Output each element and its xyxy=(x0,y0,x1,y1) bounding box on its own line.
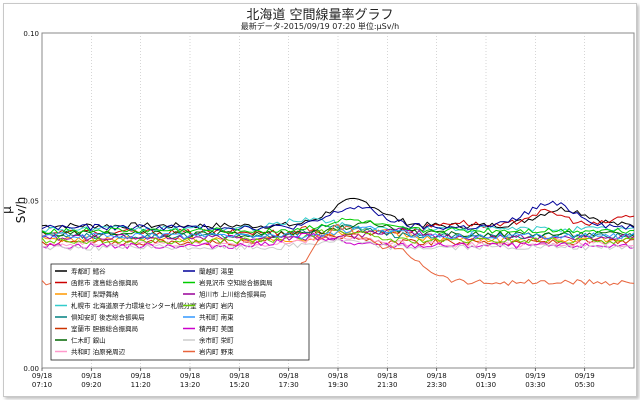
x-tick-label-date: 09/18 xyxy=(377,372,397,380)
series-line xyxy=(41,217,635,235)
x-tick-label-time: 09:20 xyxy=(81,381,101,389)
x-tick-label-date: 09/18 xyxy=(180,372,200,380)
legend-label: 余市町 栄町 xyxy=(199,336,234,345)
legend-label: 共和町 泊原発周辺 xyxy=(71,347,126,356)
x-tick-label-date: 09/18 xyxy=(32,372,52,380)
series-line xyxy=(42,237,635,252)
x-tick-label-date: 09/18 xyxy=(279,372,299,380)
legend-label: 岩内町 野束 xyxy=(199,347,234,356)
legend-label: 室蘭市 胆振総合振興局 xyxy=(71,324,138,333)
legend-label: 共和町 梨野舞納 xyxy=(71,290,119,299)
x-tick-label-date: 09/18 xyxy=(131,372,151,380)
y-tick-label: 0.10 xyxy=(23,30,39,38)
series-line xyxy=(41,200,635,232)
x-tick-label-time: 11:20 xyxy=(131,381,151,389)
legend-label: 倶知安町 後志総合振興局 xyxy=(71,313,145,322)
legend-label: 寿都町 鱈谷 xyxy=(71,267,106,276)
legend-label: 岩内町 岩内 xyxy=(199,301,234,310)
legend-label: 積丹町 美国 xyxy=(199,324,234,333)
x-tick-label-time: 01:30 xyxy=(476,381,496,389)
x-tick-label-time: 17:30 xyxy=(279,381,299,389)
series-line xyxy=(41,225,635,240)
x-tick-label-time: 13:20 xyxy=(180,381,200,389)
series-line xyxy=(41,197,635,230)
chart-title: 北海道 空間線量率グラフ xyxy=(246,8,394,23)
legend-label: 旭川市 上川総合振興局 xyxy=(199,290,266,299)
legend-label: 蘭越町 湯里 xyxy=(199,267,234,276)
y-tick-label: 0.00 xyxy=(23,365,39,373)
x-tick-label-time: 15:20 xyxy=(229,381,249,389)
x-tick-label-date: 09/18 xyxy=(328,372,348,380)
x-tick-label-time: 23:30 xyxy=(427,381,447,389)
x-tick-label-time: 07:10 xyxy=(32,381,52,389)
x-tick-label-time: 19:30 xyxy=(328,381,348,389)
x-tick-label-time: 21:30 xyxy=(377,381,397,389)
x-tick-label-date: 09/18 xyxy=(81,372,101,380)
x-tick-label-date: 09/19 xyxy=(575,372,595,380)
series-line xyxy=(41,217,635,233)
legend-label: 共和町 南東 xyxy=(199,313,234,322)
y-tick-label: 0.05 xyxy=(23,198,39,206)
legend-label: 岩見沢市 空知総合振興局 xyxy=(199,278,273,287)
x-tick-label-date: 09/18 xyxy=(427,372,447,380)
x-tick-label-time: 03:30 xyxy=(525,381,545,389)
legend-label: 札幌市 北海道原子力環境センター札幌分室 xyxy=(71,301,197,310)
series-line xyxy=(41,225,635,246)
chart-subtitle: 最新データ-2015/09/19 07:20 単位:μSv/h xyxy=(240,22,400,31)
series-line xyxy=(41,227,635,241)
legend-label: 函館市 渡島総合振興局 xyxy=(71,278,138,287)
x-tick-label-date: 09/19 xyxy=(476,372,496,380)
legend-label: 仁木町 銀山 xyxy=(71,336,106,345)
series-line xyxy=(41,228,634,245)
x-tick-label-time: 05:30 xyxy=(575,381,595,389)
x-tick-label-date: 09/19 xyxy=(525,372,545,380)
legend-box xyxy=(50,263,310,361)
x-tick-label-date: 09/18 xyxy=(229,372,249,380)
